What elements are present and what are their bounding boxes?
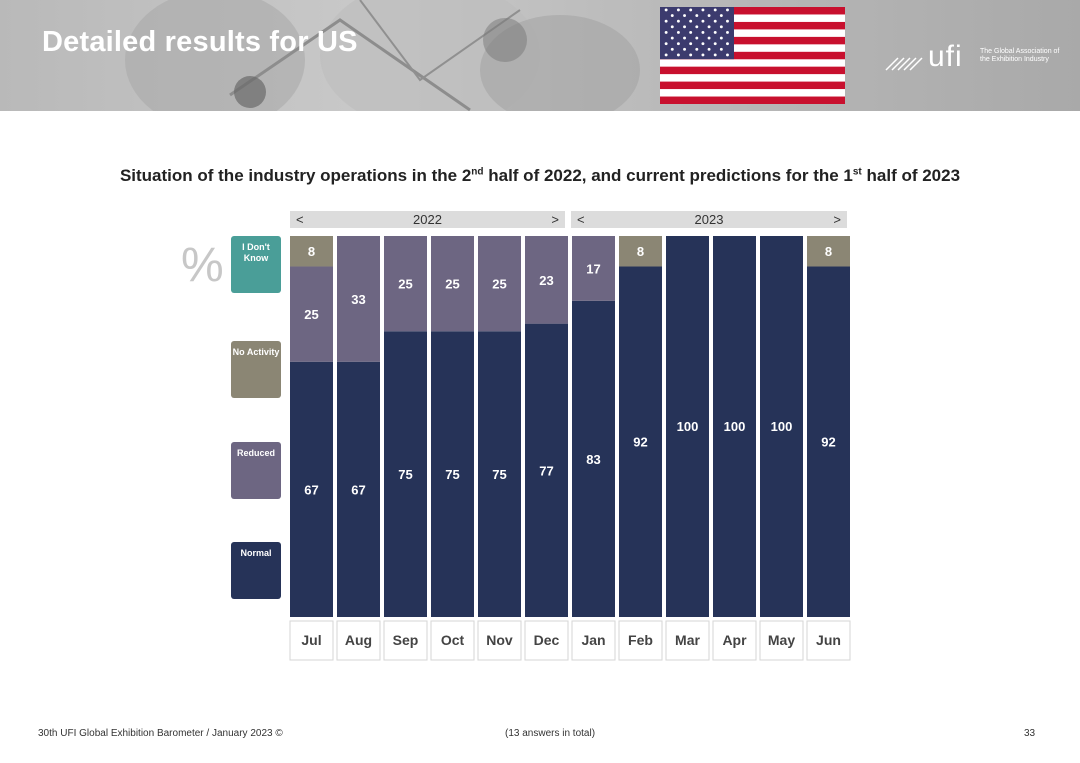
bar-segment-normal (807, 266, 850, 617)
bar-segment-reduced (337, 236, 380, 362)
data-label: 17 (586, 261, 600, 276)
data-label: 83 (586, 452, 600, 467)
ufi-logo-icon (885, 57, 923, 71)
x-tick-label: Feb (628, 632, 653, 648)
year-label: 2023 (694, 212, 724, 227)
prev-year-button[interactable]: < (296, 212, 304, 227)
bar-segment-reduced (478, 236, 521, 332)
bar-segment-reduced (572, 236, 615, 301)
bar-segment-normal (290, 361, 333, 617)
data-label: 67 (304, 482, 318, 497)
month-box (336, 620, 381, 661)
month-box (618, 620, 663, 661)
bar-segment-normal (713, 236, 756, 617)
bar-segment-i-don-t-know (619, 236, 662, 267)
x-tick-label: Aug (345, 632, 372, 648)
data-label: 75 (445, 467, 459, 482)
bar-segment-i-don-t-know (290, 236, 333, 267)
percent-axis-label: % (181, 239, 224, 292)
month-box (712, 620, 757, 661)
data-label: 100 (724, 419, 746, 434)
bar-segment-normal (431, 331, 474, 617)
month-box (806, 620, 851, 661)
next-year-button[interactable]: > (833, 212, 841, 227)
x-tick-label: Oct (441, 632, 465, 648)
banner-sculpture-graphic (125, 0, 640, 111)
data-label: 100 (771, 419, 793, 434)
bar-segment-reduced (525, 236, 568, 324)
year-label: 2022 (413, 212, 442, 227)
logo-tagline: The Global Association of the Exhibition… (980, 48, 1060, 63)
bar-segment-normal (666, 236, 709, 617)
data-label: 25 (445, 277, 459, 292)
x-tick-label: Jul (301, 632, 321, 648)
x-tick-label: Dec (534, 632, 560, 648)
footer-answers-count: (13 answers in total) (505, 728, 596, 739)
bar-segment-normal (572, 300, 615, 617)
bar-segment-i-don-t-know (807, 236, 850, 267)
x-tick-label: Apr (722, 632, 747, 648)
page-number: 33 (1024, 728, 1036, 739)
month-box (430, 620, 475, 661)
data-label: 23 (539, 273, 553, 288)
bar-segment-normal (478, 331, 521, 617)
x-tick-label: Sep (393, 632, 419, 648)
data-label: 8 (825, 244, 832, 259)
bar-segment-normal (760, 236, 803, 617)
bar-segment-normal (525, 323, 568, 617)
prev-year-button[interactable]: < (577, 212, 585, 227)
bar-segment-normal (619, 266, 662, 617)
x-tick-label: May (768, 632, 795, 648)
x-tick-label: Nov (486, 632, 513, 648)
legend-reduced: Reduced (231, 442, 281, 499)
year-nav-2022: < 2022 > (290, 211, 565, 228)
page-title: Detailed results for US (42, 26, 358, 58)
data-label: 92 (633, 435, 647, 450)
month-box (289, 620, 334, 661)
data-label: 77 (539, 463, 553, 478)
bar-segment-reduced (384, 236, 427, 332)
data-label: 8 (308, 244, 315, 259)
footer-source: 30th UFI Global Exhibition Barometer / J… (38, 728, 283, 739)
legend-i-dont-know: I Don't Know (231, 236, 281, 293)
x-tick-label: Mar (675, 632, 700, 648)
month-box (477, 620, 522, 661)
month-box (383, 620, 428, 661)
data-label: 67 (351, 482, 365, 497)
month-box (759, 620, 804, 661)
data-label: 33 (351, 292, 365, 307)
data-label: 25 (492, 277, 506, 292)
year-nav-2023: < 2023 > (571, 211, 847, 228)
next-year-button[interactable]: > (551, 212, 559, 227)
month-box (571, 620, 616, 661)
x-tick-label: Jan (581, 632, 605, 648)
bar-segment-reduced (431, 236, 474, 332)
bar-segment-normal (337, 361, 380, 617)
data-label: 92 (821, 435, 835, 450)
bar-segment-reduced (290, 266, 333, 362)
data-label: 75 (398, 467, 412, 482)
logo-text: ufi (928, 40, 963, 73)
data-label: 25 (398, 277, 412, 292)
legend-normal: Normal (231, 542, 281, 599)
us-flag-icon (660, 7, 845, 104)
x-tick-label: Jun (816, 632, 841, 648)
data-label: 100 (677, 419, 699, 434)
header-banner: Detailed results for US ufi The Global A… (0, 0, 1080, 111)
data-label: 75 (492, 467, 506, 482)
bar-segment-normal (384, 331, 427, 617)
chart-subtitle: Situation of the industry operations in … (119, 166, 961, 185)
data-label: 8 (637, 244, 644, 259)
month-box (524, 620, 569, 661)
data-label: 25 (304, 307, 318, 322)
legend-no-activity: No Activity (231, 341, 281, 398)
month-box (665, 620, 710, 661)
